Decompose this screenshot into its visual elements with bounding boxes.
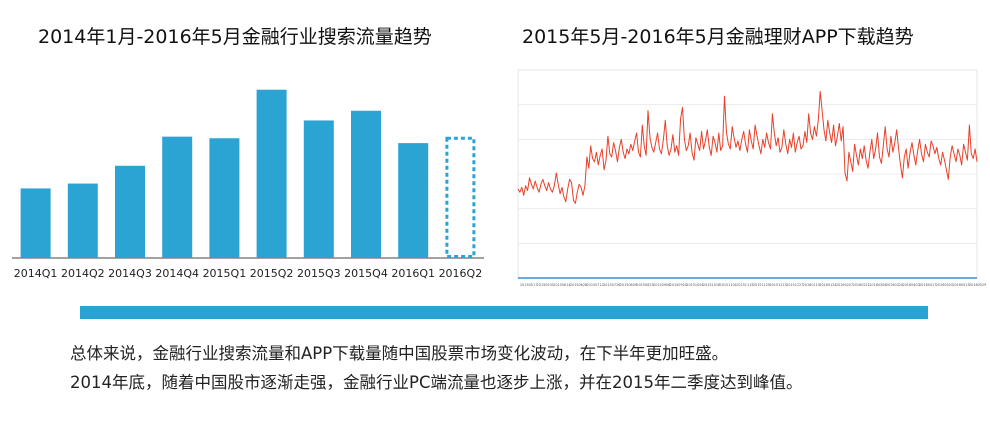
bar-tick-label-2014Q4: 2014Q4 — [155, 267, 199, 280]
line-tick-label-20160124: 20160124 — [819, 283, 836, 287]
line-tick-label-20160417: 20160417 — [919, 283, 936, 287]
line-tick-label-20151129: 20151129 — [753, 283, 770, 287]
line-tick-label-20160515: 20160515 — [952, 283, 969, 287]
bar-2016Q1 — [398, 143, 428, 258]
bar-2014Q2 — [68, 184, 98, 258]
divider-band — [80, 306, 928, 319]
bar-tick-label-2015Q2: 2015Q2 — [250, 267, 294, 280]
line-tick-label-20151004: 20151004 — [686, 283, 703, 287]
line-tick-label-20151213: 20151213 — [769, 283, 786, 287]
line-tick-label-20151101: 20151101 — [720, 283, 737, 287]
line-tick-label-20160501: 20160501 — [936, 283, 953, 287]
line-tick-label-20150809: 20150809 — [620, 283, 637, 287]
line-tick-label-20150906: 20150906 — [653, 283, 670, 287]
line-tick-label-20151227: 20151227 — [786, 283, 803, 287]
line-tick-label-20150517: 20150517 — [520, 283, 537, 287]
bar-2014Q1 — [21, 188, 51, 258]
line-tick-label-20151018: 20151018 — [703, 283, 720, 287]
bar-2014Q3 — [115, 166, 145, 258]
line-tick-label-20160306: 20160306 — [869, 283, 886, 287]
line-tick-label-20160110: 20160110 — [803, 283, 820, 287]
line-tick-label-20150823: 20150823 — [636, 283, 653, 287]
bar-2015Q2 — [257, 90, 287, 258]
bar-2016Q2 — [447, 138, 474, 256]
bar-2015Q3 — [304, 120, 334, 258]
line-tick-label-20150628: 20150628 — [570, 283, 587, 287]
line-tick-label-20150920: 20150920 — [670, 283, 687, 287]
bar-tick-label-2016Q1: 2016Q1 — [391, 267, 435, 280]
line-tick-label-20160207: 20160207 — [836, 283, 853, 287]
line-tick-label-20150531: 20150531 — [537, 283, 554, 287]
bar-tick-label-2014Q1: 2014Q1 — [14, 267, 58, 280]
bar-tick-label-2014Q3: 2014Q3 — [108, 267, 152, 280]
line-tick-label-20160320: 20160320 — [886, 283, 903, 287]
line-tick-label-20160529: 20160529 — [969, 283, 986, 287]
summary-line-1: 总体来说，金融行业搜索流量和APP下载量随中国股票市场变化波动，在下半年更加旺盛… — [70, 340, 728, 364]
line-tick-label-20150712: 20150712 — [587, 283, 604, 287]
bar-2014Q4 — [162, 137, 192, 258]
line-tick-label-20151115: 20151115 — [736, 283, 753, 287]
line-tick-label-20150614: 20150614 — [553, 283, 570, 287]
bar-tick-label-2016Q2: 2016Q2 — [439, 267, 483, 280]
bar-2015Q1 — [209, 138, 239, 258]
bar-tick-label-2014Q2: 2014Q2 — [61, 267, 105, 280]
charts-canvas: 2014Q1 2014Q2 2014Q3 2014Q4 2015Q1 2015Q2 2015… — [0, 0, 990, 300]
bar-tick-label-2015Q1: 2015Q1 — [203, 267, 247, 280]
line-tick-label-20160221: 20160221 — [853, 283, 870, 287]
bar-2015Q4 — [351, 111, 381, 258]
summary-line-2: 2014年底，随着中国股市逐渐走强，金融行业PC端流量也逐步上涨，并在2015年… — [70, 369, 802, 393]
line-tick-label-20150726: 20150726 — [603, 283, 620, 287]
bar-tick-label-2015Q4: 2015Q4 — [344, 267, 388, 280]
bar-tick-label-2015Q3: 2015Q3 — [297, 267, 341, 280]
line-tick-label-20160403: 20160403 — [902, 283, 919, 287]
